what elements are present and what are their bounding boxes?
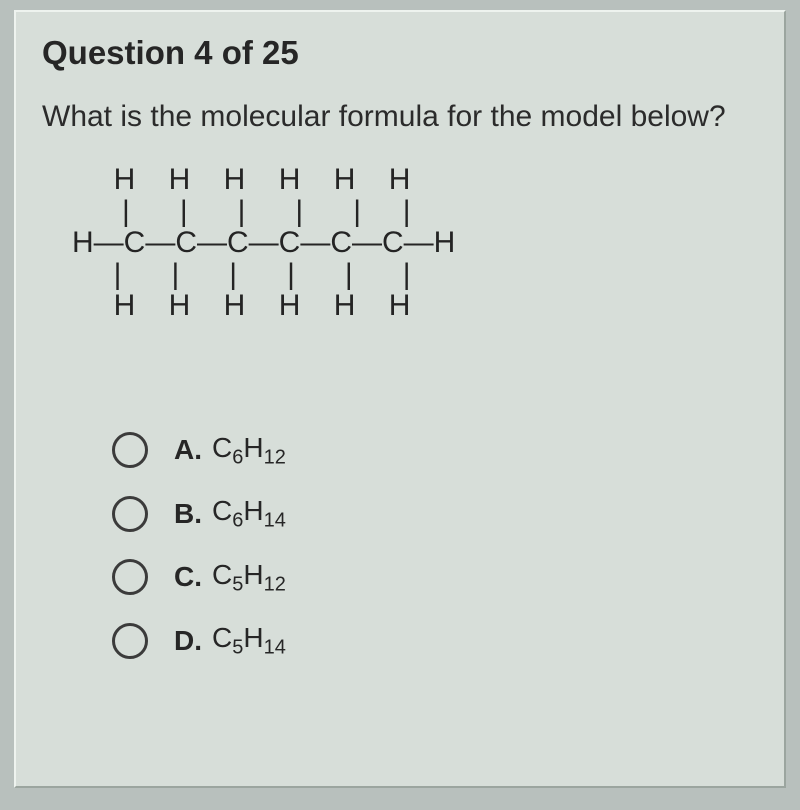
- option-c[interactable]: C. C5H12: [112, 559, 758, 597]
- option-letter: C.: [174, 561, 202, 593]
- option-formula: C6H14: [212, 495, 286, 533]
- radio-icon[interactable]: [112, 559, 148, 595]
- option-formula: C5H14: [212, 622, 286, 660]
- molecular-structure: H H H H H H | | | | | | H—C—C—C—C—C—C—H …: [72, 164, 758, 322]
- structure-line: H H H H H H: [72, 164, 758, 196]
- option-formula: C5H12: [212, 559, 286, 597]
- options-list: A. C6H12 B. C6H14 C. C5H12 D. C5H14: [112, 432, 758, 660]
- option-b[interactable]: B. C6H14: [112, 495, 758, 533]
- question-header: Question 4 of 25: [42, 12, 758, 72]
- option-a[interactable]: A. C6H12: [112, 432, 758, 470]
- option-letter: B.: [174, 498, 202, 530]
- structure-line: H—C—C—C—C—C—C—H: [72, 227, 758, 259]
- structure-line: H H H H H H: [72, 290, 758, 322]
- question-prompt: What is the molecular formula for the mo…: [42, 100, 758, 134]
- option-letter: A.: [174, 434, 202, 466]
- question-panel: Question 4 of 25 What is the molecular f…: [14, 10, 786, 788]
- structure-line: | | | | | |: [72, 259, 758, 291]
- option-formula: C6H12: [212, 432, 286, 470]
- option-letter: D.: [174, 625, 202, 657]
- option-d[interactable]: D. C5H14: [112, 622, 758, 660]
- structure-line: | | | | | |: [72, 196, 758, 228]
- radio-icon[interactable]: [112, 432, 148, 468]
- radio-icon[interactable]: [112, 496, 148, 532]
- radio-icon[interactable]: [112, 623, 148, 659]
